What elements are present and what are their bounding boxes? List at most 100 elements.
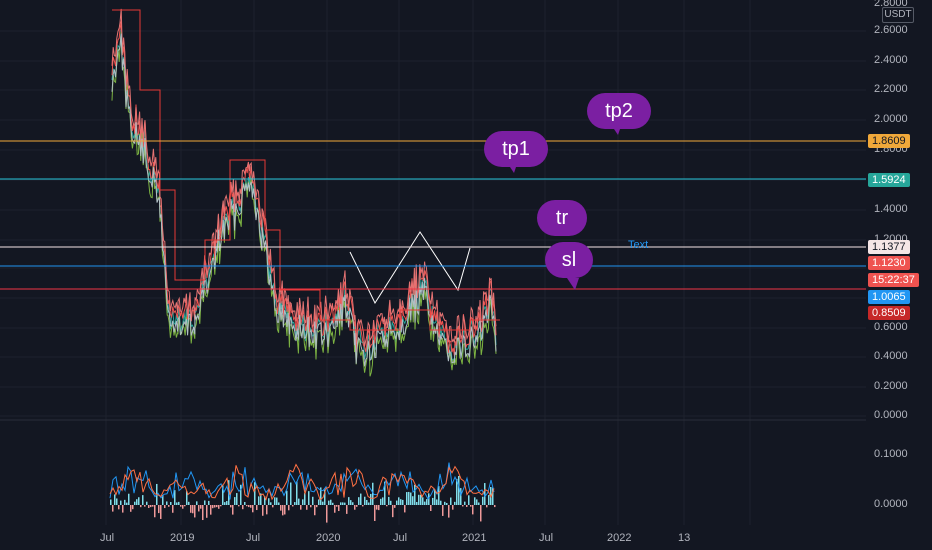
histogram-bar (180, 505, 182, 507)
histogram-bar (148, 505, 150, 509)
histogram-bar (340, 502, 342, 505)
histogram-bar (314, 505, 316, 516)
histogram-bar (272, 505, 274, 508)
time-label: Jul (393, 532, 408, 544)
histogram-bar (274, 497, 276, 505)
histogram-bar (258, 496, 260, 505)
histogram-bar (154, 505, 156, 518)
histogram-bar (382, 497, 384, 505)
histogram-bar (130, 505, 132, 512)
histogram-bar (424, 501, 426, 505)
histogram-bar (450, 497, 452, 505)
envelope-line (112, 9, 500, 331)
histogram-bar (438, 486, 440, 505)
histogram-bar (184, 505, 186, 507)
histogram-bar (486, 505, 488, 508)
histogram-bar (452, 505, 454, 510)
price-line-grey (111, 33, 497, 367)
histogram-bar (176, 502, 178, 505)
histogram-bar (410, 492, 412, 505)
histogram-bar (116, 498, 118, 505)
histogram-bar (294, 502, 296, 505)
histogram-bar (186, 491, 188, 505)
histogram-bar (214, 505, 216, 508)
histogram-bar (230, 505, 232, 508)
histogram-bar (356, 505, 358, 507)
histogram-bar (244, 501, 246, 505)
histogram-bar (152, 505, 154, 507)
histogram-bar (112, 505, 114, 512)
histogram-bar (480, 505, 482, 522)
histogram-bar (330, 499, 332, 505)
histogram-bar (194, 505, 196, 518)
tp1-annotation[interactable]: tp1 (484, 131, 548, 167)
histogram-bar (400, 499, 402, 505)
histogram-bar (218, 505, 220, 509)
histogram-bar (266, 505, 268, 515)
tr-annotation[interactable]: tr (537, 200, 587, 236)
price-chart[interactable] (0, 0, 866, 525)
time-label: Jul (246, 532, 261, 544)
histogram-bar (360, 493, 362, 505)
histogram-bar (494, 505, 496, 508)
histogram-bar (342, 502, 344, 505)
indicator-tick: 0.0000 (874, 498, 908, 510)
histogram-bar (306, 505, 308, 510)
histogram-bar (466, 505, 468, 507)
histogram-bar (158, 505, 160, 514)
histogram-bar (288, 505, 290, 511)
histogram-bar (310, 505, 312, 508)
histogram-bar (472, 505, 474, 515)
histogram-bar (366, 499, 368, 505)
histogram-bar (268, 498, 270, 505)
histogram-bar (134, 501, 136, 505)
histogram-bar (234, 497, 236, 505)
histogram-bar (402, 499, 404, 505)
histogram-bar (202, 505, 204, 521)
histogram-bar (332, 502, 334, 505)
pattern-zigzag (349, 231, 471, 305)
histogram-bar (316, 505, 318, 508)
histogram-bar (188, 501, 190, 505)
histogram-bar (206, 505, 208, 518)
tp2-annotation[interactable]: tp2 (587, 93, 651, 129)
histogram-bar (420, 494, 422, 505)
histogram-bar (432, 497, 434, 505)
histogram-bar (210, 505, 212, 515)
text-annotation[interactable]: Text (628, 239, 649, 251)
histogram-bar (476, 499, 478, 505)
histogram-bar (372, 482, 374, 505)
histogram-bar (384, 481, 386, 505)
histogram-bar (358, 497, 360, 505)
histogram-bar (286, 490, 288, 505)
price-tick: 2.0000 (874, 113, 908, 125)
histogram-bar (492, 487, 494, 505)
histogram-bar (120, 500, 122, 505)
histogram-bar (412, 496, 414, 505)
histogram-bar (136, 499, 138, 505)
price-tick: 0.2000 (874, 380, 908, 392)
histogram-bar (338, 505, 340, 512)
histogram-bar (222, 485, 224, 505)
histogram-bar (386, 505, 388, 507)
histogram-bar (336, 505, 338, 507)
price-tick: 0.6000 (874, 321, 908, 333)
currency-label[interactable]: USDT (882, 7, 914, 23)
histogram-bar (164, 505, 166, 509)
histogram-bar (418, 494, 420, 505)
time-label: 2020 (316, 532, 341, 544)
histogram-bar (442, 505, 444, 516)
histogram-bar (464, 501, 466, 505)
histogram-bar (220, 505, 222, 507)
histogram-bar (322, 501, 324, 505)
histogram-bar (254, 482, 256, 505)
sl-annotation[interactable]: sl (545, 242, 593, 278)
histogram-bar (320, 487, 322, 505)
histogram-bar (302, 499, 304, 505)
histogram-bar (312, 496, 314, 505)
histogram-bar (448, 505, 450, 518)
histogram-bar (482, 496, 484, 505)
histogram-bar (354, 505, 356, 510)
histogram-bar (470, 505, 472, 507)
